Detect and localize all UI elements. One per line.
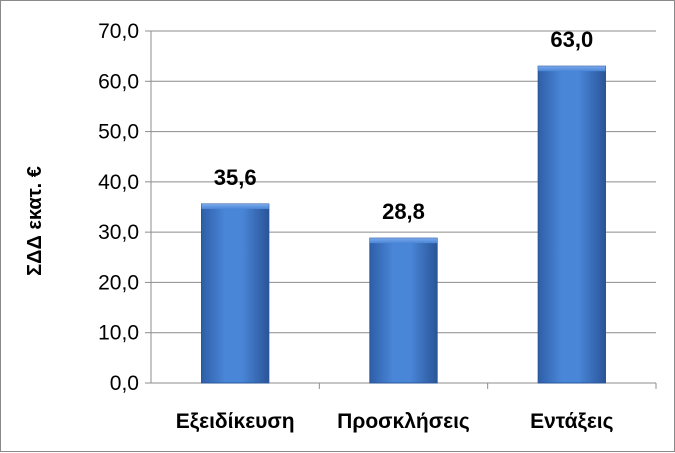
y-tick-label: 20,0 bbox=[98, 271, 139, 294]
bar-body bbox=[201, 203, 270, 384]
bar-top-highlight bbox=[201, 203, 269, 209]
bar-body bbox=[369, 237, 438, 384]
data-label: 63,0 bbox=[550, 27, 593, 52]
y-axis-title: ΣΔΔ εκατ. € bbox=[24, 166, 46, 276]
category-label: Εξειδίκευση bbox=[176, 410, 295, 433]
y-tick-label: 10,0 bbox=[98, 322, 139, 345]
data-label: 35,6 bbox=[214, 165, 257, 190]
y-tick-label: 70,0 bbox=[98, 20, 139, 43]
y-tick-label: 0,0 bbox=[110, 372, 139, 395]
data-label: 28,8 bbox=[382, 199, 425, 224]
bar-body bbox=[537, 65, 607, 384]
y-tick-label: 60,0 bbox=[98, 70, 139, 93]
bar bbox=[369, 237, 438, 384]
bar bbox=[201, 203, 270, 384]
bars bbox=[201, 65, 607, 384]
category-label: Προσκλήσεις bbox=[337, 410, 470, 433]
y-tick-label: 50,0 bbox=[98, 121, 139, 144]
bar-top-highlight bbox=[538, 66, 606, 72]
bar-top-highlight bbox=[369, 238, 438, 244]
y-tick-label: 30,0 bbox=[98, 221, 139, 244]
y-tick-label: 40,0 bbox=[98, 171, 139, 194]
category-label: Εντάξεις bbox=[530, 410, 614, 433]
bar bbox=[537, 65, 607, 384]
labels: 0,0 10,0 20,0 30,0 40,0 50,0 60,0 70,0 35,6 Εξειδ… bbox=[98, 20, 614, 433]
